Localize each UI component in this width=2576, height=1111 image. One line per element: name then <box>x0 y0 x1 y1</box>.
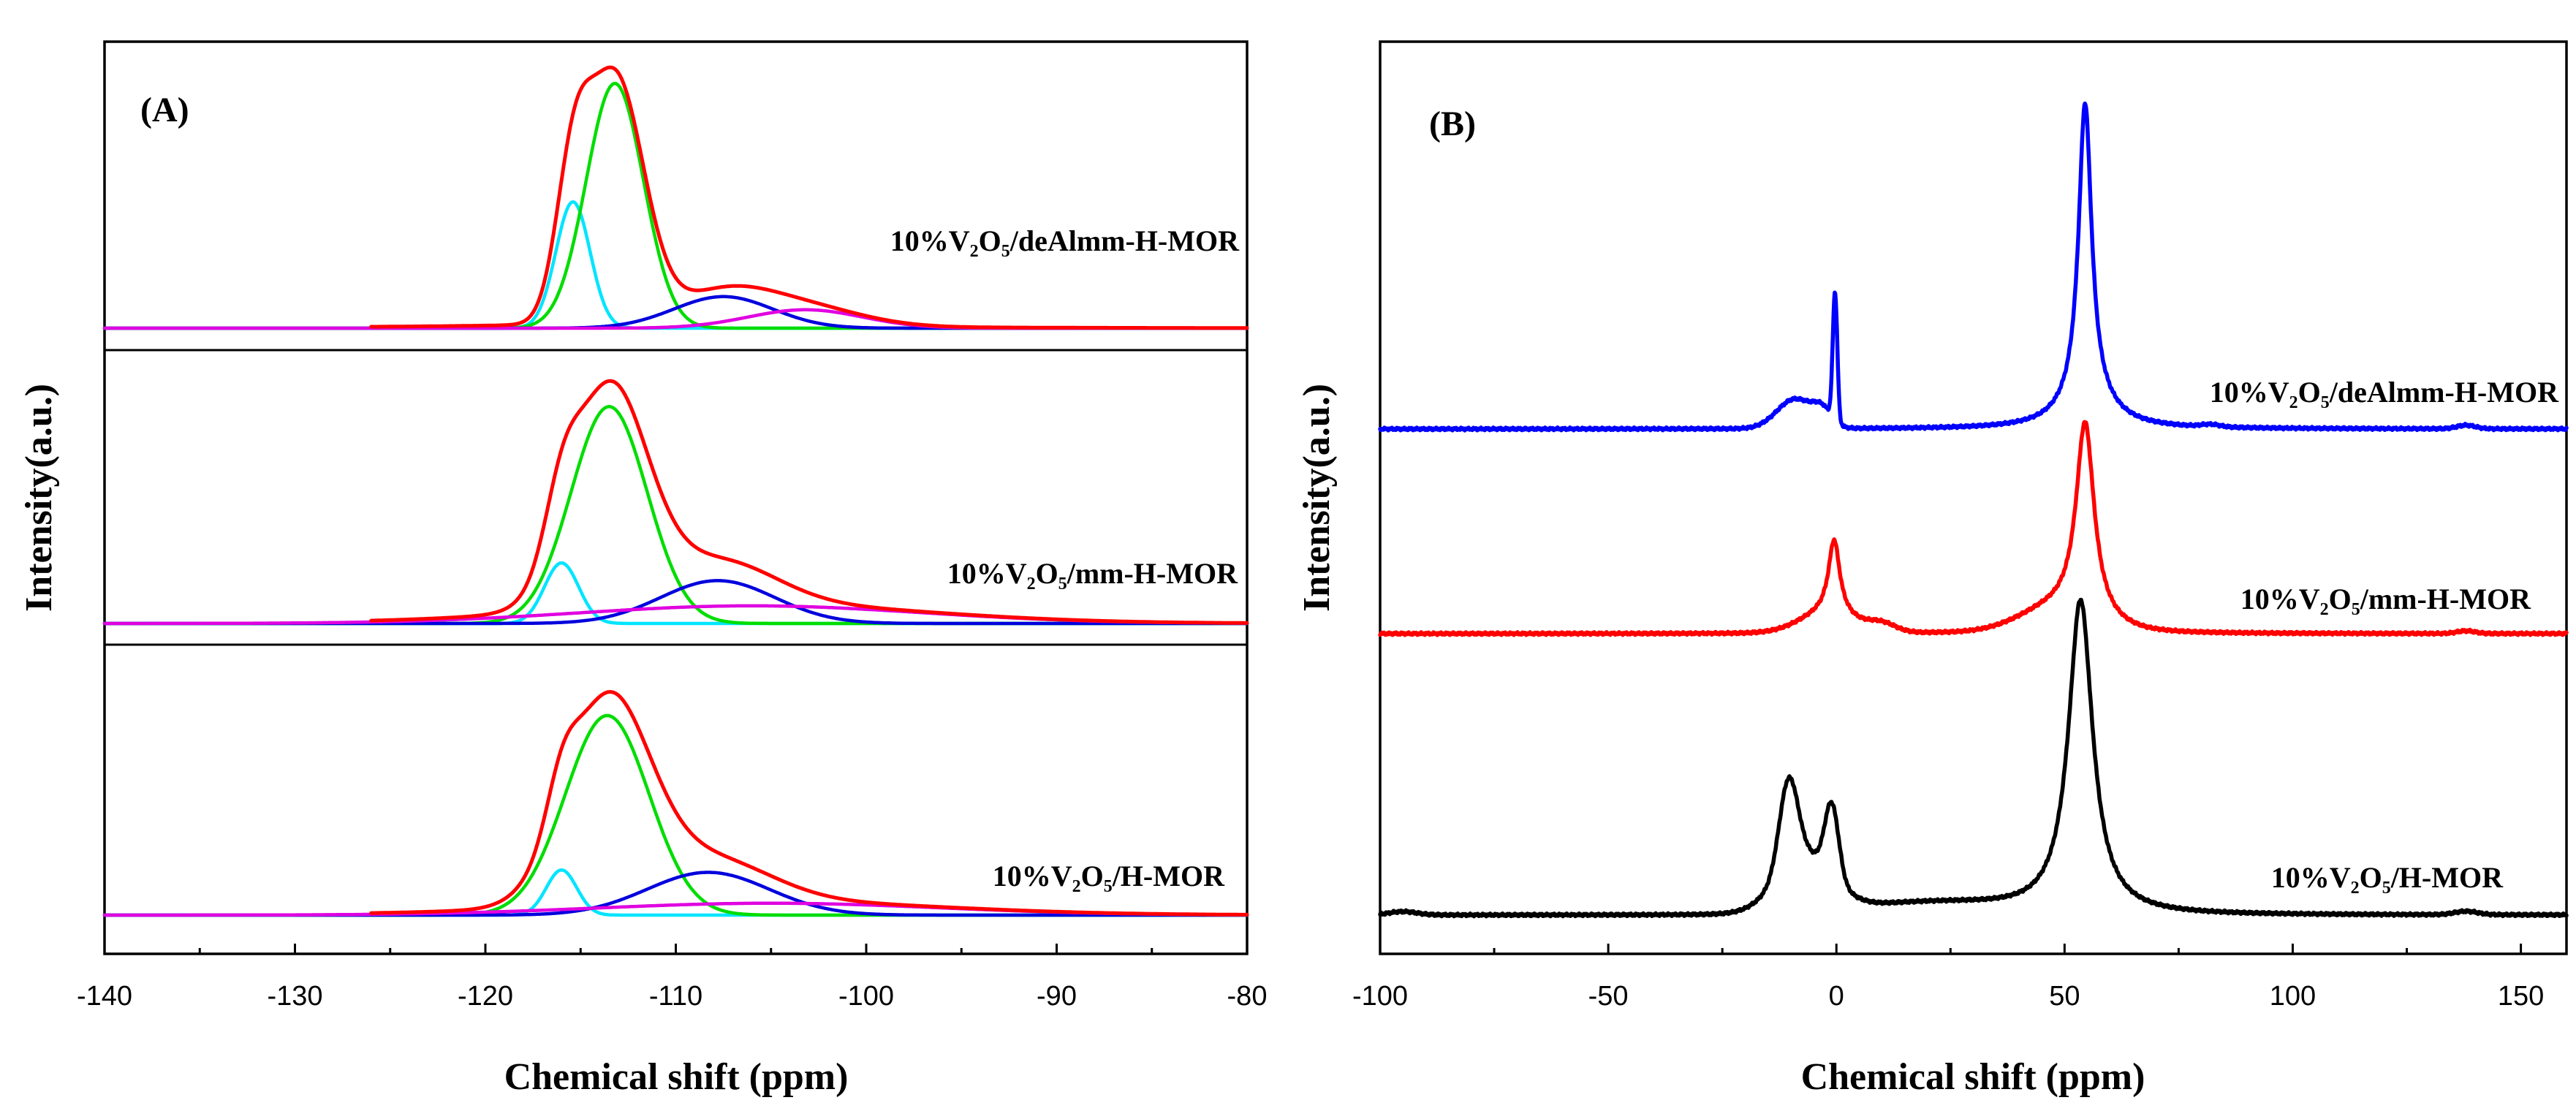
panel-a-x-title: Chemical shift (ppm) <box>504 1056 849 1098</box>
panel-a-curves <box>102 65 1249 917</box>
sample-label-b3: 10%V₂O₅/H-MOR <box>2271 861 2504 894</box>
sample-label-a2: 10%V₂O₅/mm-H-MOR <box>947 557 1238 590</box>
panel-a-frame <box>103 40 1249 955</box>
spectrum-a-component-magenta <box>102 308 1249 330</box>
panel-b-frame <box>1379 40 2568 955</box>
panel-b-tick-label: -50 <box>1588 981 1629 1012</box>
panel-a-sample-labels: 10%V₂O₅/deAlmm-H-MOR 10%V₂O₅/mm-H-MOR 10… <box>890 224 1240 892</box>
panel-b: (B) 10%V₂O₅/deAlmm-H-MOR 10%V₂O₅/mm-H-MO… <box>1296 40 2569 1098</box>
panel-a-tick-label: -120 <box>458 981 513 1012</box>
spectrum-b-trace <box>1378 597 2569 919</box>
panel-a-tick-label: -130 <box>267 981 322 1012</box>
panel-a: (A) 10%V₂O₅/deAlmm-H-MOR 10%V₂O₅/mm-H-MO… <box>18 40 1267 1098</box>
panel-a-tick-label: -80 <box>1227 981 1268 1012</box>
panel-b-x-title: Chemical shift (ppm) <box>1801 1056 2145 1098</box>
panel-b-curves <box>1378 101 2569 919</box>
spectrum-a-component-green <box>102 81 1249 330</box>
panel-b-sample-labels: 10%V₂O₅/deAlmm-H-MOR 10%V₂O₅/mm-H-MOR 10… <box>2210 376 2559 894</box>
sample-label-b2: 10%V₂O₅/mm-H-MOR <box>2240 583 2531 615</box>
sample-label-b1: 10%V₂O₅/deAlmm-H-MOR <box>2210 376 2559 409</box>
panel-a-tick-label: -140 <box>77 981 132 1012</box>
panel-b-tick-label: 50 <box>2049 981 2080 1012</box>
spectrum-b-trace <box>1378 420 2569 637</box>
panel-b-tick-label: 100 <box>2270 981 2316 1012</box>
panel-b-tick-label: 150 <box>2498 981 2544 1012</box>
panel-b-tag: (B) <box>1429 105 1476 143</box>
panel-a-tag: (A) <box>140 91 189 129</box>
spectrum-a-envelope <box>369 379 1249 625</box>
panel-b-tick-label: 0 <box>1829 981 1844 1012</box>
panel-a-tick-label: -90 <box>1037 981 1077 1012</box>
panel-a-tick-label: -110 <box>649 981 702 1012</box>
panel-b-y-title: Intensity(a.u.) <box>1296 384 1338 612</box>
sample-label-a3: 10%V₂O₅/H-MOR <box>993 860 1225 892</box>
panel-b-tick-label: -100 <box>1352 981 1408 1012</box>
spectrum-a-envelope <box>369 690 1249 917</box>
panel-a-tick-label: -100 <box>838 981 894 1012</box>
spectrum-a-envelope <box>369 65 1249 330</box>
panel-b-x-axis: -100 -50 0 50 100 150 <box>1352 944 2544 1012</box>
spectrum-b-trace <box>1378 101 2569 433</box>
sample-label-a1: 10%V₂O₅/deAlmm-H-MOR <box>890 224 1240 257</box>
panel-a-y-title: Intensity(a.u.) <box>18 384 60 612</box>
panel-a-x-axis: -140 -130 -120 -110 -100 -90 -80 <box>77 944 1267 1012</box>
